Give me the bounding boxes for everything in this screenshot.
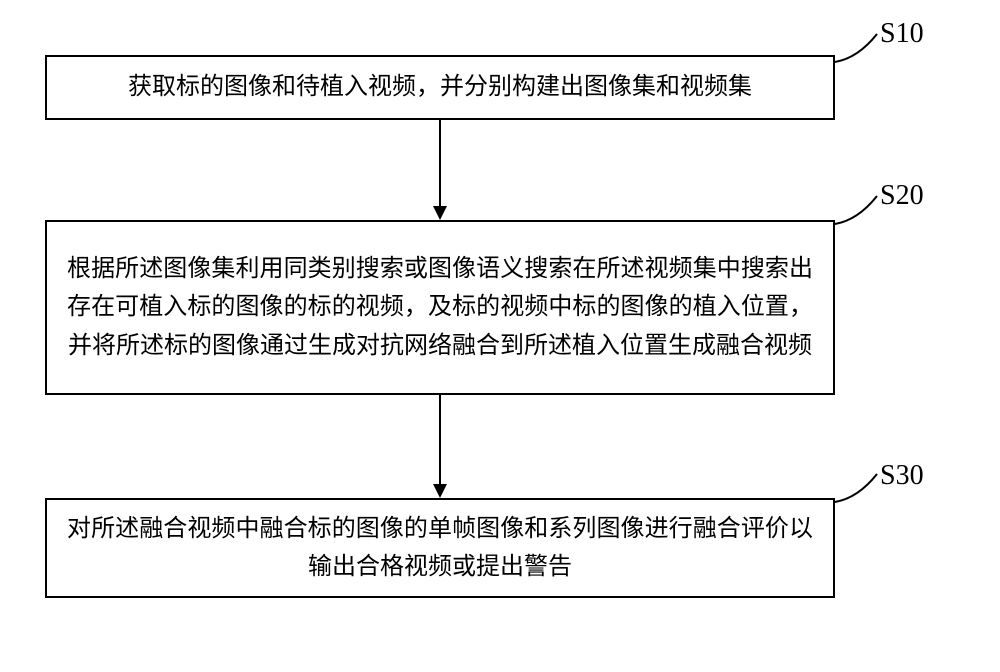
edge-arrowhead [433, 206, 447, 220]
flowchart-node-s20: 根据所述图像集利用同类别搜索或图像语义搜索在所述视频集中搜索出存在可植入标的图像… [45, 220, 835, 395]
edge-s10-s20 [439, 120, 441, 208]
node-label-s10: S10 [880, 18, 924, 50]
label-connector-s10 [833, 30, 883, 70]
node-text: 根据所述图像集利用同类别搜索或图像语义搜索在所述视频集中搜索出存在可植入标的图像… [67, 250, 813, 365]
edge-arrowhead [433, 484, 447, 498]
edge-s20-s30 [439, 395, 441, 486]
label-connector-s20 [833, 192, 883, 232]
node-label-s30: S30 [880, 460, 924, 492]
node-text: 对所述融合视频中融合标的图像的单帧图像和系列图像进行融合评价以输出合格视频或提出… [67, 510, 813, 587]
node-label-s20: S20 [880, 180, 924, 212]
node-text: 获取标的图像和待植入视频，并分别构建出图像集和视频集 [128, 68, 752, 106]
flowchart-node-s10: 获取标的图像和待植入视频，并分别构建出图像集和视频集 [45, 55, 835, 120]
flowchart-container: 获取标的图像和待植入视频，并分别构建出图像集和视频集 S10 根据所述图像集利用… [0, 0, 1000, 672]
label-connector-s30 [833, 470, 883, 510]
flowchart-node-s30: 对所述融合视频中融合标的图像的单帧图像和系列图像进行融合评价以输出合格视频或提出… [45, 498, 835, 598]
